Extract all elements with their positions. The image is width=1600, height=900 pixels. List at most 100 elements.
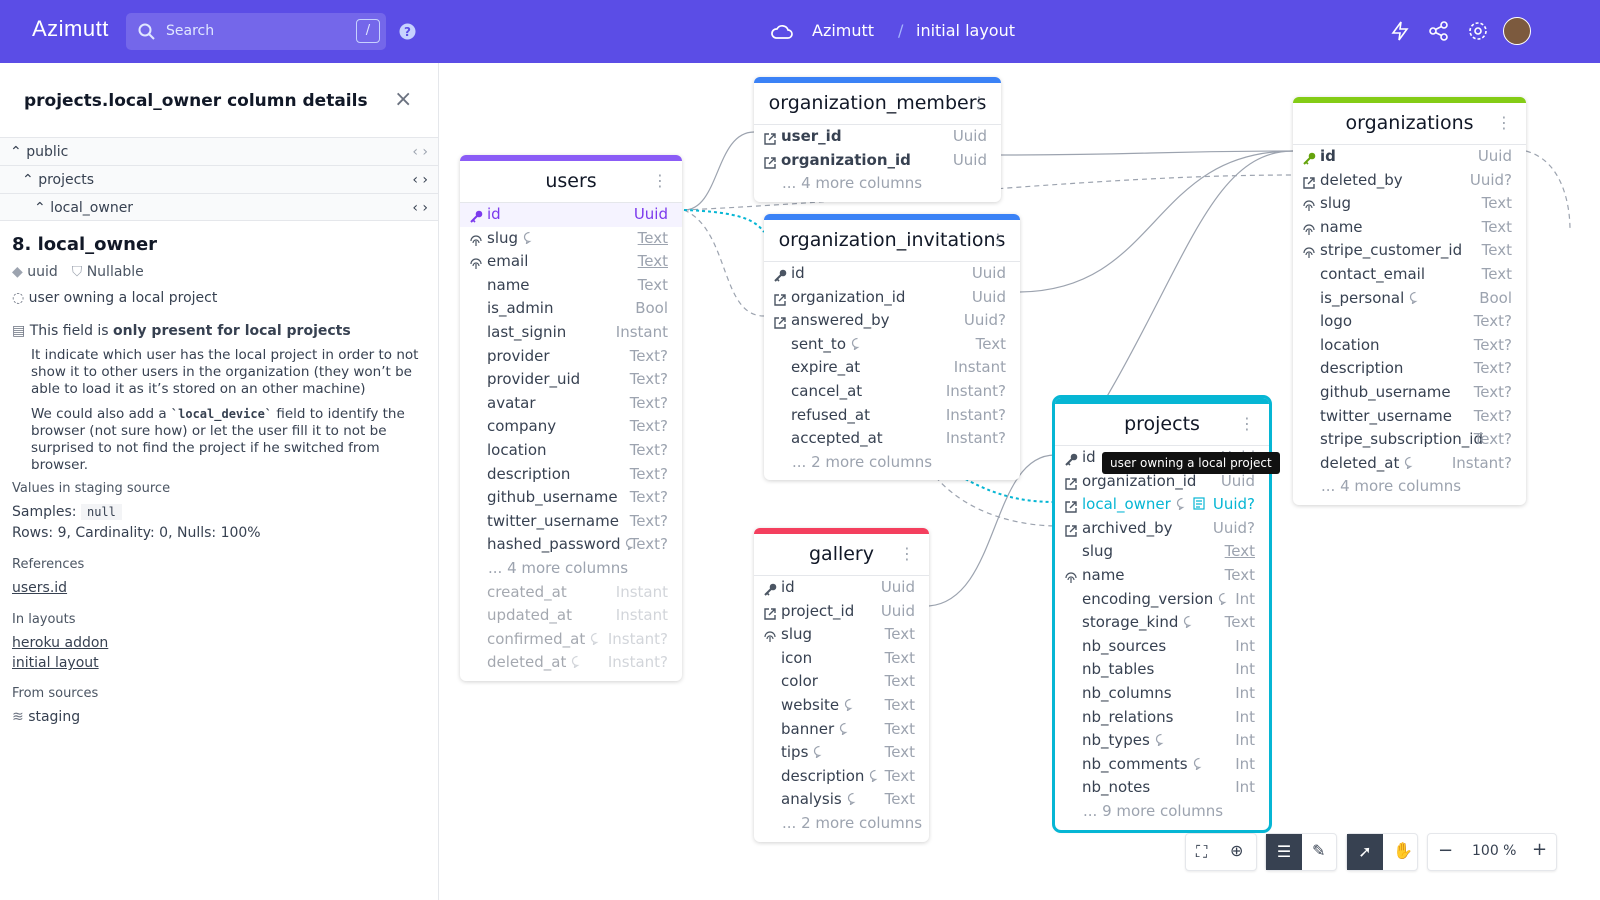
avatar[interactable] — [1503, 17, 1531, 45]
more-columns[interactable]: ... 4 more columns — [488, 558, 629, 577]
bolt-icon[interactable] — [1390, 21, 1410, 41]
column-row[interactable]: tips Text — [754, 741, 929, 765]
table-menu[interactable]: ⋮ — [990, 230, 1006, 249]
column-row[interactable]: name Text — [1055, 564, 1269, 588]
table-menu[interactable]: ⋮ — [899, 544, 915, 563]
column-row[interactable]: stripe_subscription_id Text? — [1293, 428, 1526, 452]
column-row[interactable]: slug Text — [460, 227, 682, 251]
project-name[interactable]: Azimutt — [812, 21, 875, 40]
table-menu[interactable]: ⋮ — [1239, 414, 1255, 433]
column-row[interactable]: refused_at Instant? — [764, 404, 1020, 428]
column-row[interactable]: email Text — [460, 250, 682, 274]
column-row[interactable]: deleted_at Instant? — [460, 651, 682, 675]
column-row[interactable]: github_username Text? — [1293, 381, 1526, 405]
column-row[interactable]: description Text — [754, 765, 929, 789]
column-row[interactable]: provider_uid Text? — [460, 368, 682, 392]
logo[interactable]: Azimutt — [32, 16, 109, 41]
column-row[interactable]: deleted_at Instant? — [1293, 452, 1526, 476]
column-row[interactable]: storage_kind Text — [1055, 611, 1269, 635]
column-row[interactable]: provider Text? — [460, 345, 682, 369]
column-row[interactable]: nb_comments Int — [1055, 753, 1269, 777]
column-row[interactable]: last_signin Instant — [460, 321, 682, 345]
table-card[interactable]: organization_members ⋮ user_id Uuid organiza… — [754, 77, 1001, 202]
column-row[interactable]: deleted_by Uuid? — [1293, 169, 1526, 193]
layout-name[interactable]: initial layout — [916, 21, 1016, 40]
column-row[interactable]: organization_id Uuid — [1055, 470, 1269, 494]
table-card[interactable]: gallery ⋮ id Uuid project_id Uuid slug Text icon… — [754, 528, 929, 842]
toolbar-zoom[interactable]: −100 % + — [1427, 833, 1557, 871]
column-row[interactable]: icon Text — [754, 647, 929, 671]
column-row[interactable]: id Uuid — [764, 262, 1020, 286]
search-box[interactable]: Search / — [126, 13, 386, 50]
more-columns[interactable]: ... 9 more columns — [1083, 801, 1224, 820]
toolbar-mode[interactable]: ☰ ✎ — [1265, 833, 1337, 871]
column-row[interactable]: nb_types Int — [1055, 729, 1269, 753]
column-row[interactable]: avatar Text? — [460, 392, 682, 416]
crumb-table[interactable]: ⌃ projects ‹ › — [0, 165, 438, 193]
table-card[interactable]: organization_invitations ⋮ id Uuid organizat… — [764, 214, 1020, 481]
crumb-schema[interactable]: ⌃ public ‹ › — [0, 137, 438, 165]
share-icon[interactable] — [1429, 21, 1449, 41]
toolbar-cursor[interactable]: ➚ ✋ — [1346, 833, 1418, 871]
column-row[interactable]: id Uuid — [1293, 145, 1526, 169]
column-row[interactable]: twitter_username Text? — [1293, 405, 1526, 429]
column-row[interactable]: github_username Text? — [460, 486, 682, 510]
column-row[interactable]: slug Text — [1293, 192, 1526, 216]
column-row[interactable]: organization_id Uuid — [764, 286, 1020, 310]
column-row[interactable]: hashed_password Text? — [460, 533, 682, 557]
column-row[interactable]: nb_relations Int — [1055, 706, 1269, 730]
column-row[interactable]: encoding_version Int — [1055, 588, 1269, 612]
table-menu[interactable]: ⋮ — [1496, 113, 1512, 132]
table-card[interactable]: users ⋮ id Uuid slug Text email Text name Text is_… — [460, 155, 682, 681]
column-row[interactable]: created_at Instant — [460, 581, 682, 605]
column-row[interactable]: website Text — [754, 694, 929, 718]
column-row[interactable]: updated_at Instant — [460, 604, 682, 628]
column-row[interactable]: name Text — [460, 274, 682, 298]
column-row[interactable]: is_personal Bool — [1293, 287, 1526, 311]
column-row[interactable]: project_id Uuid — [754, 600, 929, 624]
column-row[interactable]: company Text? — [460, 415, 682, 439]
help-icon[interactable]: ? — [399, 23, 416, 40]
column-row[interactable]: id Uuid — [754, 576, 929, 600]
reference-link[interactable]: users.id — [12, 580, 68, 596]
column-row[interactable]: is_admin Bool — [460, 297, 682, 321]
column-row[interactable]: archived_by Uuid? — [1055, 517, 1269, 541]
column-row[interactable]: nb_columns Int — [1055, 682, 1269, 706]
layout-link[interactable]: heroku addon — [12, 635, 109, 651]
column-row[interactable]: user_id Uuid — [754, 125, 1001, 149]
settings-icon[interactable] — [1468, 21, 1488, 41]
column-row[interactable]: location Text? — [1293, 334, 1526, 358]
more-columns[interactable]: ... 4 more columns — [1321, 477, 1462, 496]
column-row[interactable]: expire_at Instant — [764, 356, 1020, 380]
column-row[interactable]: cancel_at Instant? — [764, 380, 1020, 404]
column-row[interactable]: sent_to Text — [764, 333, 1020, 357]
column-row[interactable]: contact_email Text — [1293, 263, 1526, 287]
column-row[interactable]: nb_tables Int — [1055, 658, 1269, 682]
column-row[interactable]: slug Text — [754, 623, 929, 647]
column-row[interactable]: analysis Text — [754, 788, 929, 812]
column-row[interactable]: color Text — [754, 670, 929, 694]
table-card[interactable]: organizations ⋮ id Uuid deleted_by Uuid? slug T… — [1293, 97, 1526, 505]
column-row[interactable]: nb_notes Int — [1055, 776, 1269, 800]
column-row[interactable]: description Text? — [1293, 357, 1526, 381]
more-columns[interactable]: ... 2 more columns — [782, 813, 923, 832]
crumb-column[interactable]: ⌃ local_owner ‹ › — [0, 193, 438, 221]
column-row[interactable]: confirmed_at Instant? — [460, 628, 682, 652]
table-menu[interactable]: ⋮ — [971, 93, 987, 112]
more-columns[interactable]: ... 2 more columns — [792, 452, 933, 471]
column-row[interactable]: logo Text? — [1293, 310, 1526, 334]
toolbar-fit[interactable]: ⛶ ⊕ — [1185, 833, 1257, 871]
column-row[interactable]: banner Text — [754, 718, 929, 742]
column-row[interactable]: location Text? — [460, 439, 682, 463]
column-row[interactable]: name Text — [1293, 216, 1526, 240]
column-row[interactable]: local_owner Uuid? — [1055, 493, 1269, 517]
column-row[interactable]: accepted_at Instant? — [764, 427, 1020, 451]
column-row[interactable]: description Text? — [460, 463, 682, 487]
column-row[interactable]: slug Text — [1055, 540, 1269, 564]
layout-link[interactable]: initial layout — [12, 655, 99, 671]
table-menu[interactable]: ⋮ — [652, 171, 668, 190]
column-row[interactable]: answered_by Uuid? — [764, 309, 1020, 333]
column-row[interactable]: twitter_username Text? — [460, 510, 682, 534]
more-columns[interactable]: ... 4 more columns — [782, 174, 923, 193]
column-row[interactable]: stripe_customer_id Text — [1293, 239, 1526, 263]
